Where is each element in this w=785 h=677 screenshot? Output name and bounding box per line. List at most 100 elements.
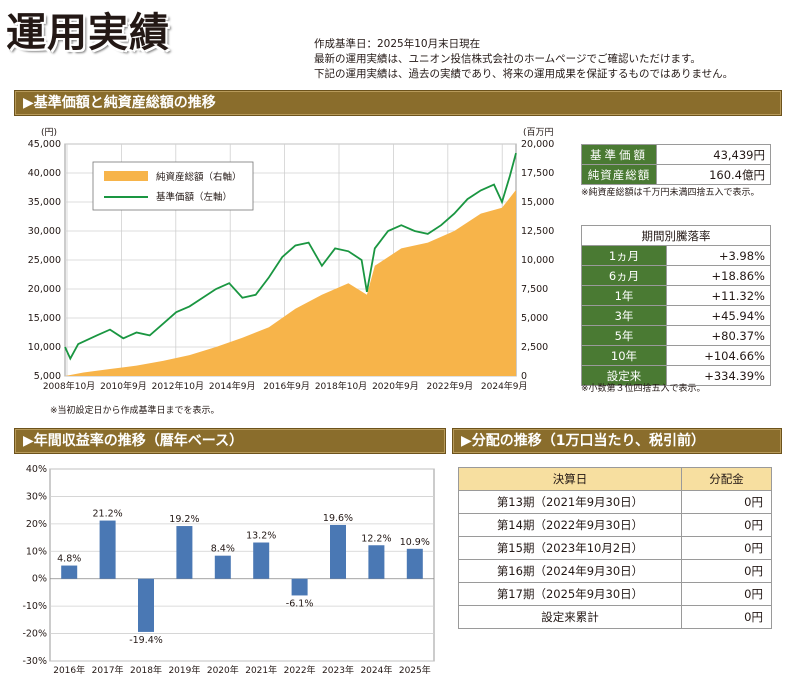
bar-value-label: 13.2% <box>246 531 276 542</box>
bar-value-label: -19.4% <box>129 635 163 646</box>
bar <box>253 542 270 579</box>
distribution-date: 第17期（2025年9月30日） <box>458 582 682 606</box>
x-tick-label: 2016年 <box>53 664 85 676</box>
bar-value-label: 19.2% <box>169 514 199 525</box>
period-row: 6ヵ月 +18.86% <box>581 265 771 286</box>
x-tick-label: 2010年9月 <box>100 380 147 392</box>
x-tick-label: 2021年 <box>245 664 277 676</box>
note-line: 最新の運用実績は、ユニオン投信株式会社のホームページでご確認いただけます。 <box>314 53 701 65</box>
bar <box>99 520 116 579</box>
x-tick-label: 2020年9月 <box>372 380 419 392</box>
distribution-date: 第16期（2024年9月30日） <box>458 559 682 583</box>
summary-note: ※純資産総額は千万円未満四捨五入で表示。 <box>581 188 760 198</box>
period-label: 6ヵ月 <box>581 265 667 286</box>
y-tick-label: 30% <box>26 491 47 502</box>
period-value: +104.66% <box>666 345 771 366</box>
bar-value-label: 4.8% <box>57 554 81 565</box>
period-row: 3年 +45.94% <box>581 305 771 326</box>
bar <box>330 524 346 579</box>
left-tick-label: 40,000 <box>28 168 61 179</box>
x-tick-label: 2022年 <box>284 664 316 676</box>
bar <box>406 548 423 579</box>
period-row: 10年 +104.66% <box>581 345 771 366</box>
distribution-amount: 0円 <box>681 536 772 560</box>
distribution-row: 設定来累計 0円 <box>458 605 772 629</box>
y-tick-label: 10% <box>26 546 47 557</box>
period-label: 10年 <box>581 345 667 366</box>
distribution-date: 第15期（2023年10月2日） <box>458 536 682 560</box>
x-tick-label: 2023年 <box>322 664 354 676</box>
distribution-row: 第14期（2022年9月30日） 0円 <box>458 513 772 537</box>
left-tick-label: 25,000 <box>28 255 61 266</box>
period-row: 5年 +80.37% <box>581 325 771 346</box>
y-tick-label: 20% <box>26 519 47 530</box>
legend <box>92 161 254 211</box>
period-value: +18.86% <box>666 265 771 286</box>
notes-block: 作成基準日：2025年10月末日現在 最新の運用実績は、ユニオン投信株式会社のホ… <box>314 37 733 82</box>
bar-value-label: -6.1% <box>286 598 314 609</box>
period-label: 1ヵ月 <box>581 245 667 266</box>
bar <box>61 565 78 579</box>
x-tick-label: 2022年9月 <box>426 380 473 392</box>
bar-value-label: 12.2% <box>361 533 391 544</box>
distribution-row: 第15期（2023年10月2日） 0円 <box>458 536 772 560</box>
annual-returns-chart: 40% 30% 20% 10% 0% -10% -20% -30% 4.8% 2016年 21.2%… <box>22 464 435 676</box>
net-assets-area <box>65 189 516 376</box>
x-tick-label: 2014年9月 <box>209 380 256 392</box>
left-tick-label: 5,000 <box>34 371 61 382</box>
summary-row: 純資産総額 160.4億円 <box>581 164 771 185</box>
summary-table: 基準価額 43,439円 純資産総額 160.4億円 <box>581 144 771 185</box>
x-tick-label: 2017年 <box>92 664 124 676</box>
note-line: 下記の運用実績は、過去の実績であり、将来の運用成果を保証するものではありません。 <box>314 68 734 80</box>
section-header-nav-chart: ▶基準価額と純資産総額の推移 <box>14 90 782 116</box>
right-tick-label: 5,000 <box>521 313 548 324</box>
distribution-table: 決算日 分配金 第13期（2021年9月30日） 0円 第14期（2022年9月3… <box>458 467 772 629</box>
period-header: 期間別騰落率 <box>581 225 771 246</box>
note-line: 作成基準日：2025年10月末日現在 <box>314 38 481 50</box>
legend-label-area: 純資産総額（右軸） <box>156 171 242 183</box>
right-tick-label: 17,500 <box>521 168 554 179</box>
y-tick-label: -30% <box>22 656 47 667</box>
distribution-amount: 0円 <box>681 582 772 606</box>
x-tick-label: 2016年9月 <box>263 380 310 392</box>
legend-swatch-area <box>104 171 148 181</box>
x-tick-label: 2025年 <box>399 664 431 676</box>
right-axis-unit: (百万円) <box>523 127 554 138</box>
y-tick-label: 0% <box>32 574 47 585</box>
left-tick-label: 10,000 <box>28 342 61 353</box>
x-tick-label: 2008年10月 <box>43 380 95 392</box>
period-returns-table: 期間別騰落率 1ヵ月 +3.98% 6ヵ月 +18.86% 1年 +11.32% 3年… <box>581 225 771 386</box>
period-value: +80.37% <box>666 325 771 346</box>
period-row: 1年 +11.32% <box>581 285 771 306</box>
period-row: 設定来 +334.39% <box>581 365 771 386</box>
right-tick-label: 0 <box>521 371 527 382</box>
x-tick-label: 2012年10月 <box>152 380 204 392</box>
period-header-row: 期間別騰落率 <box>581 225 771 246</box>
distribution-date: 第14期（2022年9月30日） <box>458 513 682 537</box>
bar-value-label: 8.4% <box>211 544 235 555</box>
right-tick-label: 7,500 <box>521 284 548 295</box>
bar <box>291 578 308 596</box>
right-tick-label: 10,000 <box>521 255 554 266</box>
bar <box>138 578 154 632</box>
period-label: 設定来 <box>581 365 667 386</box>
period-value: +334.39% <box>666 365 771 386</box>
distribution-amount: 0円 <box>681 559 772 583</box>
section-header-annual-returns: ▶年間収益率の推移（暦年ベース） <box>14 428 446 454</box>
bar <box>214 555 231 579</box>
summary-row: 基準価額 43,439円 <box>581 144 771 165</box>
distribution-header-amount: 分配金 <box>681 467 772 491</box>
left-tick-label: 45,000 <box>28 139 61 150</box>
period-label: 3年 <box>581 305 667 326</box>
distribution-date: 設定来累計 <box>458 605 682 629</box>
distribution-row: 第17期（2025年9月30日） 0円 <box>458 582 772 606</box>
nav-line <box>64 152 517 361</box>
bar <box>368 545 385 579</box>
distribution-row: 第16期（2024年9月30日） 0円 <box>458 559 772 583</box>
x-tick-label: 2024年 <box>360 664 392 676</box>
left-tick-label: 30,000 <box>28 226 61 237</box>
left-tick-label: 35,000 <box>28 197 61 208</box>
section-header-distribution: ▶分配の推移（1万口当たり、税引前） <box>452 428 782 454</box>
period-note: ※小数第３位四捨五入で表示。 <box>581 384 706 394</box>
left-tick-label: 20,000 <box>28 284 61 295</box>
